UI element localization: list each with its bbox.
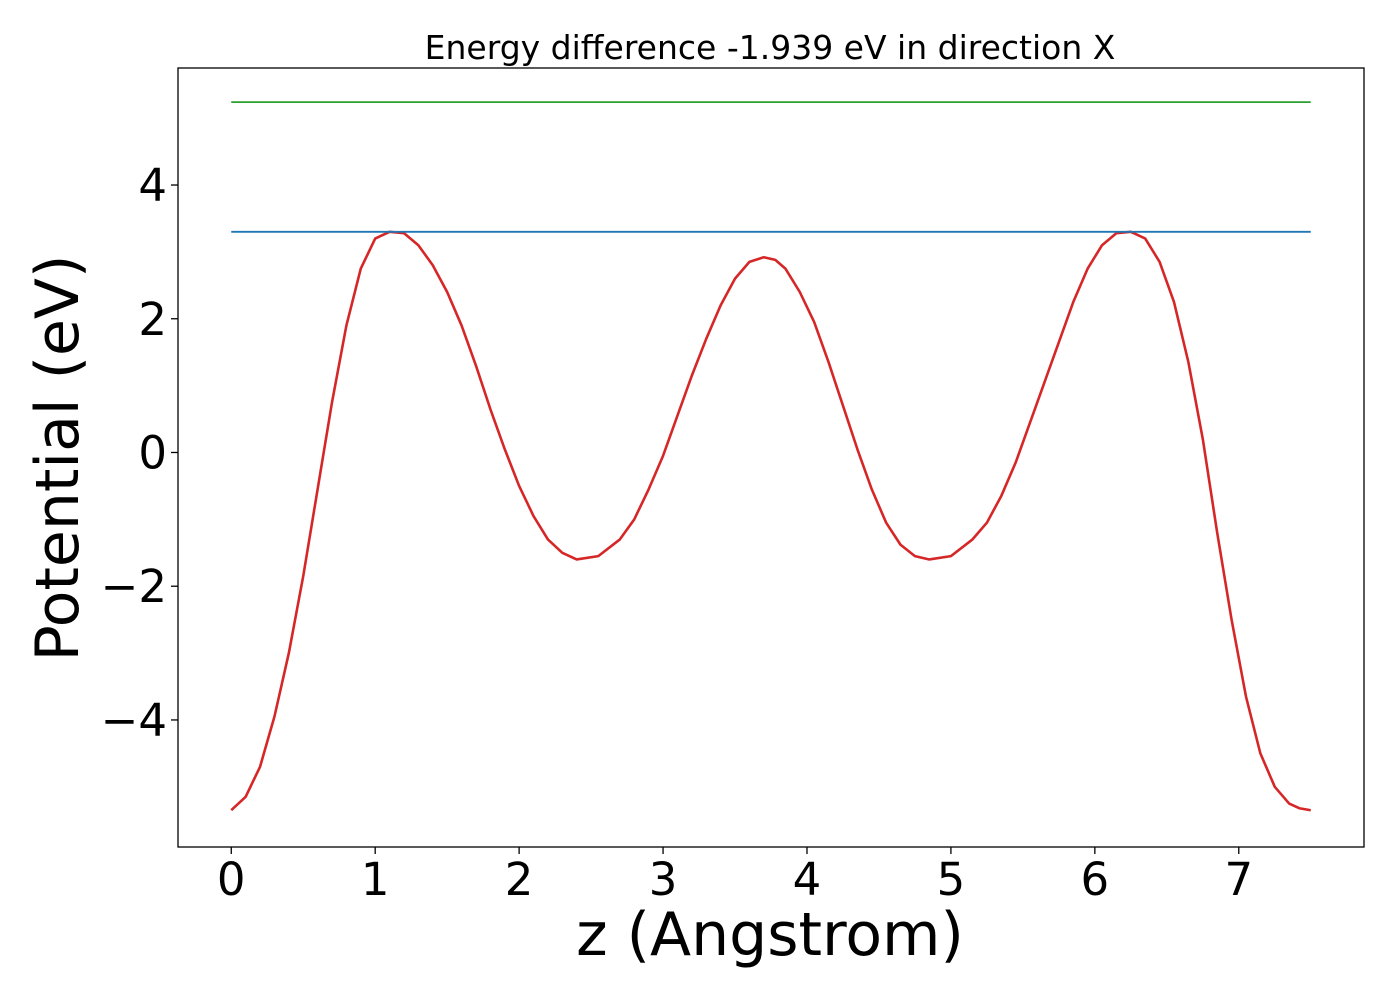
x-tick-label: 1 (361, 853, 390, 906)
x-tick-label: 7 (1224, 853, 1253, 906)
x-tick-label: 6 (1081, 853, 1110, 906)
y-tick-label: 4 (138, 159, 167, 212)
x-tick-label: 2 (505, 853, 534, 906)
y-tick-label: 0 (138, 426, 167, 479)
y-axis-ticks: −4 −2 0 2 4 (101, 159, 178, 747)
x-axis-ticks: 0 1 2 3 4 5 6 7 (217, 847, 1253, 906)
plot-area-frame (177, 67, 1365, 848)
series-layer (230, 101, 1311, 812)
chart-title: Energy difference -1.939 eV in direction… (425, 28, 1116, 67)
x-axis-label: z (Angstrom) (576, 900, 964, 970)
x-tick-label: 5 (937, 853, 966, 906)
x-tick-label: 0 (217, 853, 246, 906)
series-line-0 (230, 230, 1311, 812)
y-tick-label: 2 (138, 293, 167, 346)
x-tick-label: 4 (793, 853, 822, 906)
y-tick-label: −2 (101, 560, 167, 613)
y-tick-label: −4 (101, 694, 167, 747)
x-tick-label: 3 (649, 853, 678, 906)
y-axis-label: Potential (eV) (23, 255, 93, 662)
